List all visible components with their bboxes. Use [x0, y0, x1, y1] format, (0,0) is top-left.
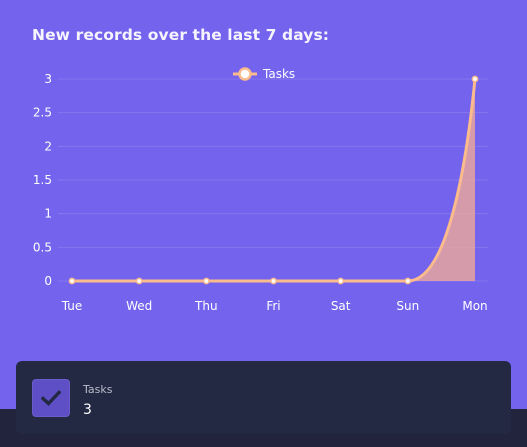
- tasks-stat-card: Tasks 3: [16, 361, 511, 434]
- chart-ticks: 0 0.5 1 1.5 2 2.5 3 Tue Wed Thu Fri Sat Sun Mon: [33, 72, 488, 313]
- data-point[interactable]: [68, 277, 76, 285]
- data-point[interactable]: [471, 75, 479, 83]
- panel-title: New records over the last 7 days:: [32, 26, 330, 44]
- data-point[interactable]: [337, 277, 345, 285]
- y-tick-label: 2.5: [33, 106, 52, 120]
- x-tick-label: Mon: [462, 299, 487, 313]
- stat-value: 3: [83, 402, 92, 418]
- chart-legend[interactable]: Tasks: [233, 67, 295, 81]
- legend-label[interactable]: Tasks: [262, 67, 295, 81]
- x-tick-label: Thu: [194, 299, 218, 313]
- y-tick-label: 0.5: [33, 240, 52, 254]
- x-tick-label: Sun: [396, 299, 419, 313]
- x-tick-label: Fri: [266, 299, 280, 313]
- data-point[interactable]: [270, 277, 277, 285]
- stat-label: Tasks: [83, 383, 113, 396]
- data-point[interactable]: [202, 277, 210, 285]
- y-tick-label: 1: [44, 207, 52, 221]
- data-point[interactable]: [135, 277, 143, 285]
- x-tick-label: Sat: [331, 299, 351, 313]
- chart-points: [68, 75, 479, 285]
- x-tick-label: Wed: [126, 299, 152, 313]
- x-tick-label: Tue: [61, 299, 83, 313]
- tasks-chart: 0 0.5 1 1.5 2 2.5 3 Tue Wed Thu Fri Sat Sun Mon Tasks: [33, 67, 488, 313]
- y-tick-label: 2: [44, 139, 52, 153]
- chart-gridlines: [58, 78, 488, 282]
- series-line: [72, 78, 477, 283]
- y-tick-label: 1.5: [33, 173, 52, 187]
- legend-swatch-marker: [238, 67, 252, 81]
- check-icon: [32, 379, 70, 417]
- y-tick-label: 0: [44, 274, 52, 288]
- y-tick-label: 3: [44, 72, 52, 86]
- data-point[interactable]: [404, 277, 412, 285]
- chart-area: [72, 78, 477, 283]
